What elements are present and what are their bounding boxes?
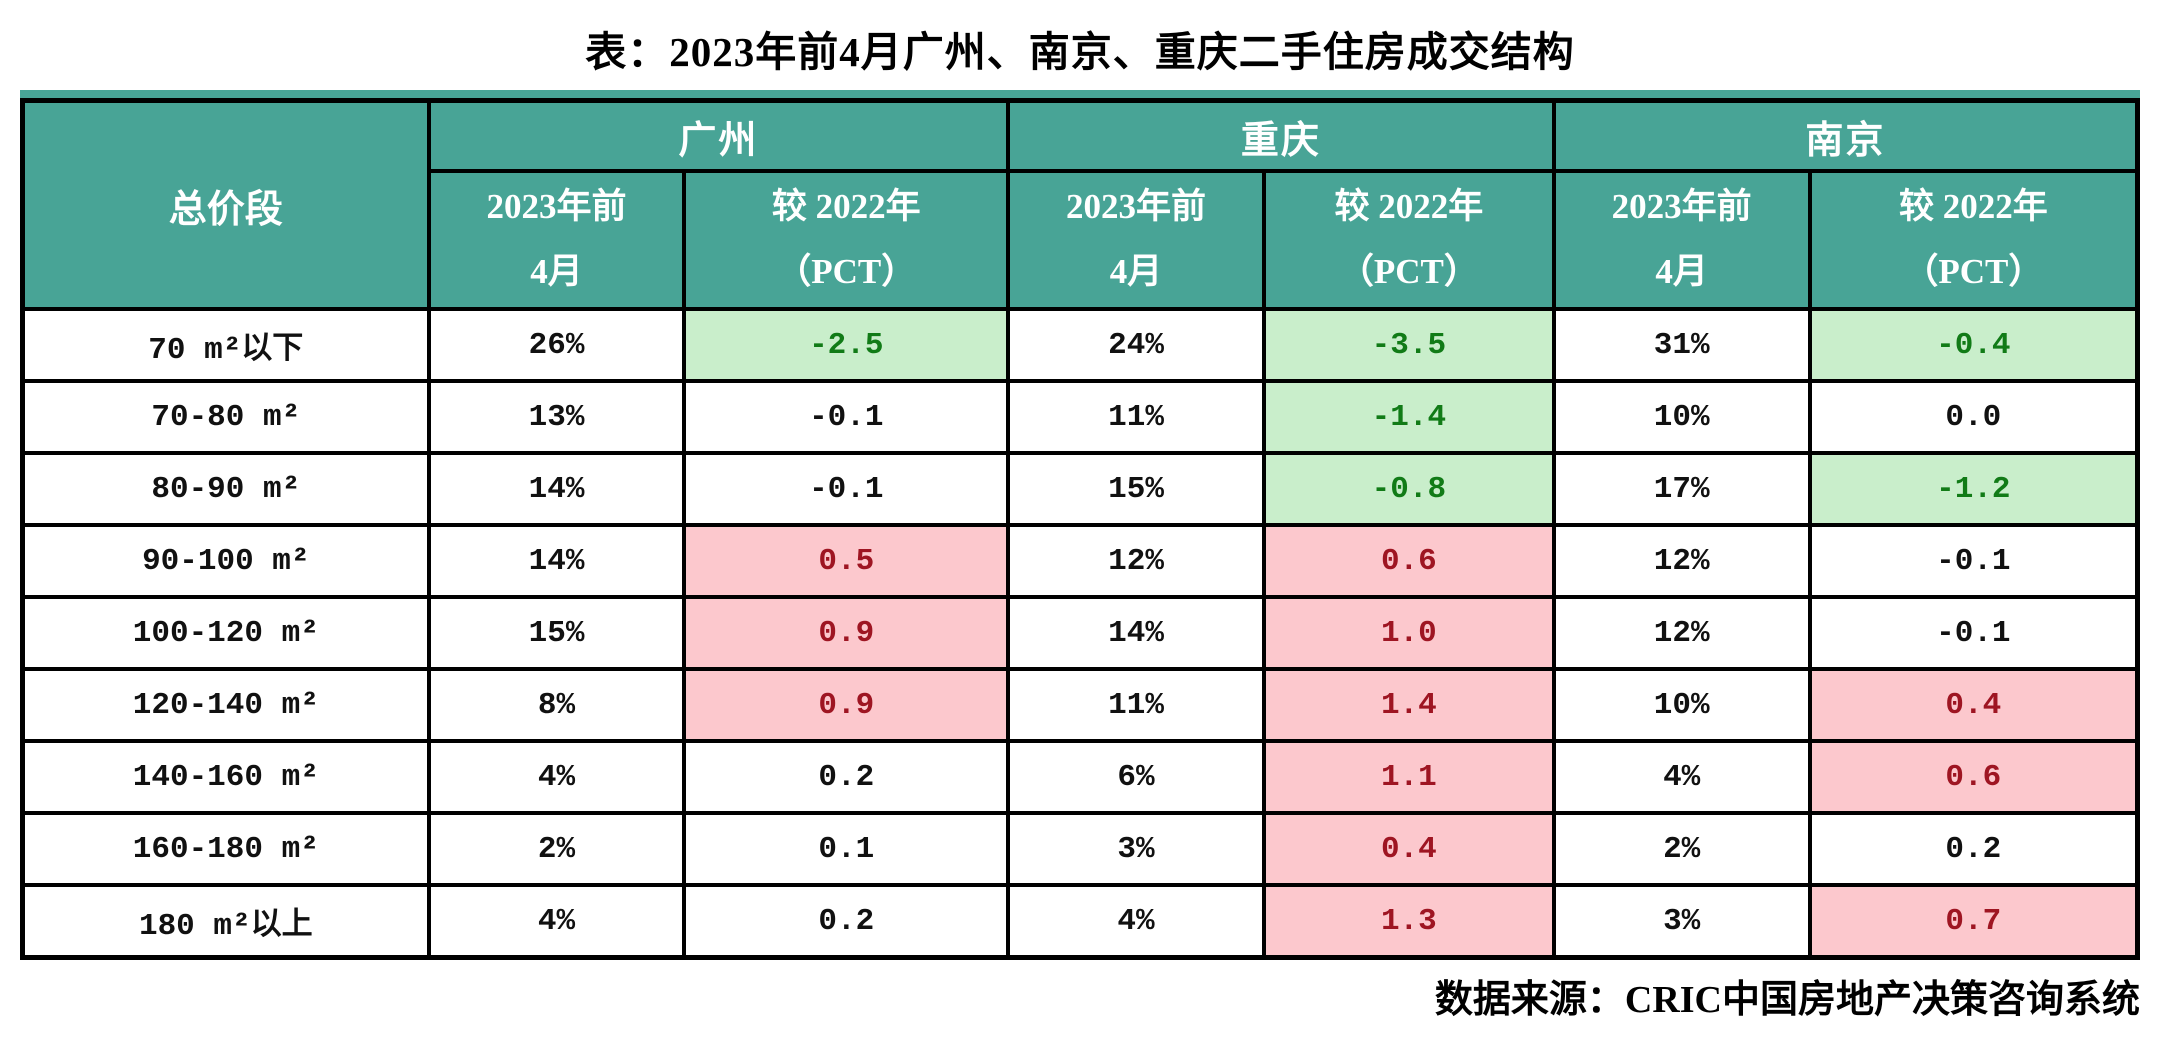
value-cell: 14% [426, 451, 687, 527]
table-row: 80-90 m² 14% -0.1 15% -0.8 17% -1.2 [20, 451, 2140, 527]
value-cell: 4% [426, 739, 687, 815]
value-cell: 0.7 [1807, 883, 2140, 960]
value-cell: -0.1 [1807, 595, 2140, 671]
corner-header-price-band: 总价段 [20, 98, 431, 311]
row-label-price-band: 100-120 m² [20, 595, 431, 671]
table-title: 表：2023年前4月广州、南京、重庆二手住房成交结构 [585, 29, 1575, 75]
value-cell: 11% [1006, 379, 1266, 455]
value-cell: 0.9 [682, 595, 1011, 671]
value-cell: 11% [1006, 667, 1266, 743]
city-header-nanjing: 南京 [1551, 98, 2140, 173]
table-row: 100-120 m² 15% 0.9 14% 1.0 12% -0.1 [20, 595, 2140, 671]
value-cell: 26% [426, 307, 687, 383]
value-cell: 0.2 [682, 883, 1011, 960]
row-label-price-band: 120-140 m² [20, 667, 431, 743]
page: 表：2023年前4月广州、南京、重庆二手住房成交结构 总价段 广州 重庆 南京 [20, 29, 2140, 1021]
value-cell: 1.3 [1261, 883, 1556, 960]
value-cell: 4% [426, 883, 687, 960]
table-row: 140-160 m² 4% 0.2 6% 1.1 4% 0.6 [20, 739, 2140, 815]
value-cell: 12% [1551, 523, 1812, 599]
value-cell: 0.4 [1807, 667, 2140, 743]
sub-header-row: 2023年前 4月 较 2022年 （PCT） 2023年前 4月 较 2022… [23, 169, 2140, 311]
value-cell: 0.6 [1261, 523, 1556, 599]
table-row: 120-140 m² 8% 0.9 11% 1.4 10% 0.4 [20, 667, 2140, 743]
value-cell: 14% [1006, 595, 1266, 671]
value-cell: -0.1 [682, 451, 1011, 527]
value-cell: 0.1 [682, 811, 1011, 887]
value-cell: 12% [1551, 595, 1812, 671]
value-cell: -0.1 [682, 379, 1011, 455]
value-cell: -2.5 [682, 307, 1011, 383]
value-cell: 0.2 [1807, 811, 2140, 887]
value-cell: 0.2 [682, 739, 1011, 815]
value-cell: 10% [1551, 379, 1812, 455]
value-cell: -3.5 [1261, 307, 1556, 383]
value-cell: 0.5 [682, 523, 1011, 599]
subheader-chongqing-period: 2023年前 4月 [1006, 169, 1266, 311]
table-body: 70 m²以下 26% -2.5 24% -3.5 31% -0.4 70-80 m² 13% -… [20, 307, 2140, 960]
table-row: 70-80 m² 13% -0.1 11% -1.4 10% 0.0 [20, 379, 2140, 455]
value-cell: 4% [1551, 739, 1812, 815]
row-label-price-band: 90-100 m² [20, 523, 431, 599]
housing-transaction-table: 总价段 广州 重庆 南京 2023年前 4月 较 2022年 （PCT） 202… [20, 98, 2140, 960]
subheader-chongqing-change: 较 2022年 （PCT） [1261, 169, 1556, 311]
subheader-guangzhou-period: 2023年前 4月 [426, 169, 687, 311]
row-label-price-band: 70-80 m² [20, 379, 431, 455]
city-header-row: 总价段 广州 重庆 南京 [20, 98, 2140, 311]
value-cell: 31% [1551, 307, 1812, 383]
value-cell: 2% [1551, 811, 1812, 887]
value-cell: 12% [1006, 523, 1266, 599]
value-cell: -0.4 [1807, 307, 2140, 383]
value-cell: -1.2 [1807, 451, 2140, 527]
subheader-nanjing-period: 2023年前 4月 [1551, 169, 1812, 311]
value-cell: -1.4 [1261, 379, 1556, 455]
value-cell: 15% [426, 595, 687, 671]
value-cell: 15% [1006, 451, 1266, 527]
value-cell: 3% [1551, 883, 1812, 960]
value-cell: 1.0 [1261, 595, 1556, 671]
value-cell: 2% [426, 811, 687, 887]
value-cell: 17% [1551, 451, 1812, 527]
value-cell: 4% [1006, 883, 1266, 960]
value-cell: -0.8 [1261, 451, 1556, 527]
value-cell: 1.1 [1261, 739, 1556, 815]
value-cell: 0.0 [1807, 379, 2140, 455]
value-cell: 0.6 [1807, 739, 2140, 815]
value-cell: 0.4 [1261, 811, 1556, 887]
value-cell: 6% [1006, 739, 1266, 815]
value-cell: 13% [426, 379, 687, 455]
row-label-price-band: 160-180 m² [20, 811, 431, 887]
value-cell: -0.1 [1807, 523, 2140, 599]
value-cell: 14% [426, 523, 687, 599]
value-cell: 3% [1006, 811, 1266, 887]
row-label-price-band: 70 m²以下 [20, 307, 431, 383]
value-cell: 10% [1551, 667, 1812, 743]
value-cell: 24% [1006, 307, 1266, 383]
subheader-guangzhou-change: 较 2022年 （PCT） [682, 169, 1011, 311]
table-row: 160-180 m² 2% 0.1 3% 0.4 2% 0.2 [20, 811, 2140, 887]
row-label-price-band: 180 m²以上 [20, 883, 431, 960]
city-header-guangzhou: 广州 [426, 98, 1011, 173]
data-source: 数据来源：CRIC中国房地产决策咨询系统 [1434, 979, 2140, 1021]
table-row: 180 m²以上 4% 0.2 4% 1.3 3% 0.7 [20, 883, 2140, 960]
row-label-price-band: 80-90 m² [20, 451, 431, 527]
table-wrap: 总价段 广州 重庆 南京 2023年前 4月 较 2022年 （PCT） 202… [20, 90, 2140, 960]
value-cell: 0.9 [682, 667, 1011, 743]
city-header-chongqing: 重庆 [1006, 98, 1556, 173]
row-label-price-band: 140-160 m² [20, 739, 431, 815]
table-row: 70 m²以下 26% -2.5 24% -3.5 31% -0.4 [20, 307, 2140, 383]
subheader-nanjing-change: 较 2022年 （PCT） [1807, 169, 2140, 311]
table-row: 90-100 m² 14% 0.5 12% 0.6 12% -0.1 [20, 523, 2140, 599]
value-cell: 1.4 [1261, 667, 1556, 743]
value-cell: 8% [426, 667, 687, 743]
